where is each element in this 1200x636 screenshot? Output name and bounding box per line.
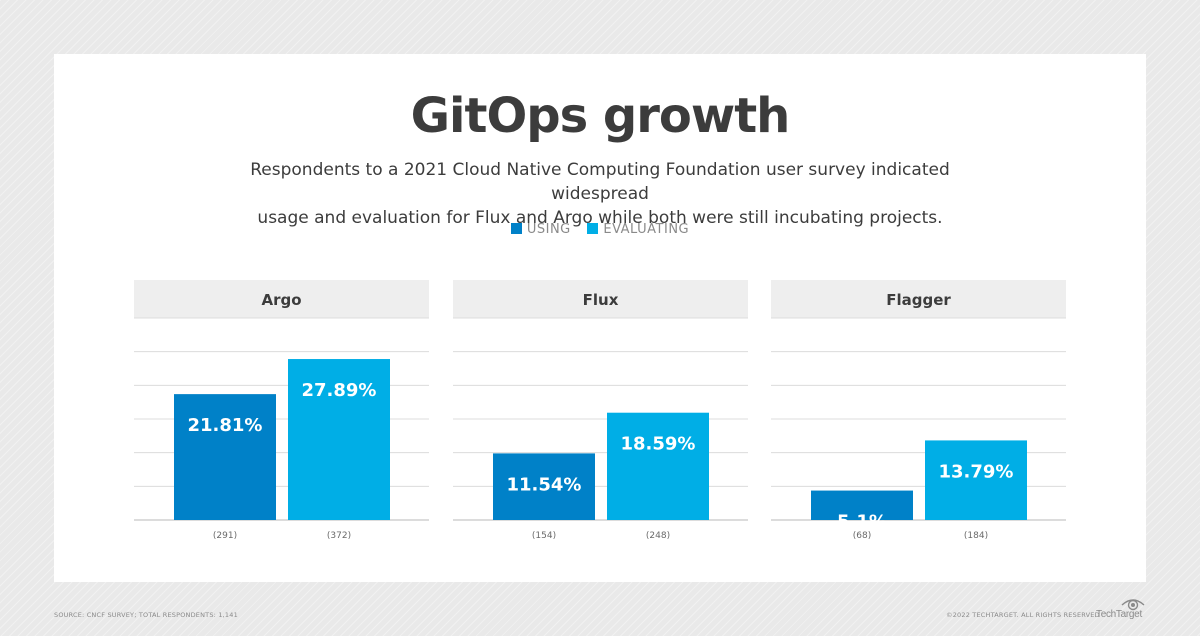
panel-title-flux: Flux — [583, 291, 619, 309]
bar-argo-evaluating — [288, 359, 390, 520]
data-label-flux-evaluating: 18.59% — [621, 434, 696, 455]
subtitle-line-1: Respondents to a 2021 Cloud Native Compu… — [250, 160, 950, 204]
footer-source: SOURCE: CNCF SURVEY; TOTAL RESPONDENTS: … — [54, 611, 238, 619]
panel-header-flagger — [771, 280, 1066, 318]
legend-swatch-evaluating — [587, 223, 599, 234]
chart-title: GitOps growth — [410, 88, 791, 144]
bar-flux-evaluating — [607, 412, 709, 520]
techtarget-logo: TechTarget — [1096, 597, 1148, 623]
bar-flux-using — [493, 453, 595, 520]
panel-header-flux — [453, 280, 748, 318]
legend-label-evaluating: EVALUATING — [603, 222, 690, 237]
chart-subtitle: Respondents to a 2021 Cloud Native Compu… — [200, 158, 1000, 230]
panel-title-flagger: Flagger — [886, 291, 951, 309]
data-label-argo-using: 21.81% — [188, 415, 263, 436]
legend-item-using: USING — [510, 222, 571, 237]
panel-header-argo — [134, 280, 429, 318]
data-label-flagger-evaluating: 13.79% — [939, 461, 1014, 482]
panel-title-argo: Argo — [261, 291, 301, 309]
count-label-flux-using: (154) — [532, 531, 556, 541]
count-label-flagger-evaluating: (184) — [964, 531, 988, 541]
count-label-argo-using: (291) — [213, 531, 237, 541]
bar-argo-using — [174, 394, 276, 520]
data-label-flagger-using: 5.1% — [837, 512, 887, 533]
data-label-flux-using: 11.54% — [507, 474, 582, 495]
footer-copyright: ©2022 TECHTARGET. ALL RIGHTS RESERVED — [946, 611, 1100, 619]
legend-item-evaluating: EVALUATING — [587, 222, 689, 237]
legend-label-using: USING — [526, 222, 571, 237]
logo-wordmark: TechTarget — [1096, 609, 1142, 620]
subtitle-line-2: usage and evaluation for Flux and Argo w… — [257, 208, 943, 228]
bar-flagger-using — [811, 490, 913, 520]
bar-flagger-evaluating — [925, 440, 1027, 520]
chart-legend: USING EVALUATING — [0, 222, 1200, 237]
count-label-argo-evaluating: (372) — [327, 531, 351, 541]
data-label-argo-evaluating: 27.89% — [302, 380, 377, 401]
count-label-flux-evaluating: (248) — [646, 531, 670, 541]
eye-icon — [1121, 599, 1145, 611]
count-label-flagger-using: (68) — [853, 531, 871, 541]
legend-swatch-using — [510, 223, 522, 234]
